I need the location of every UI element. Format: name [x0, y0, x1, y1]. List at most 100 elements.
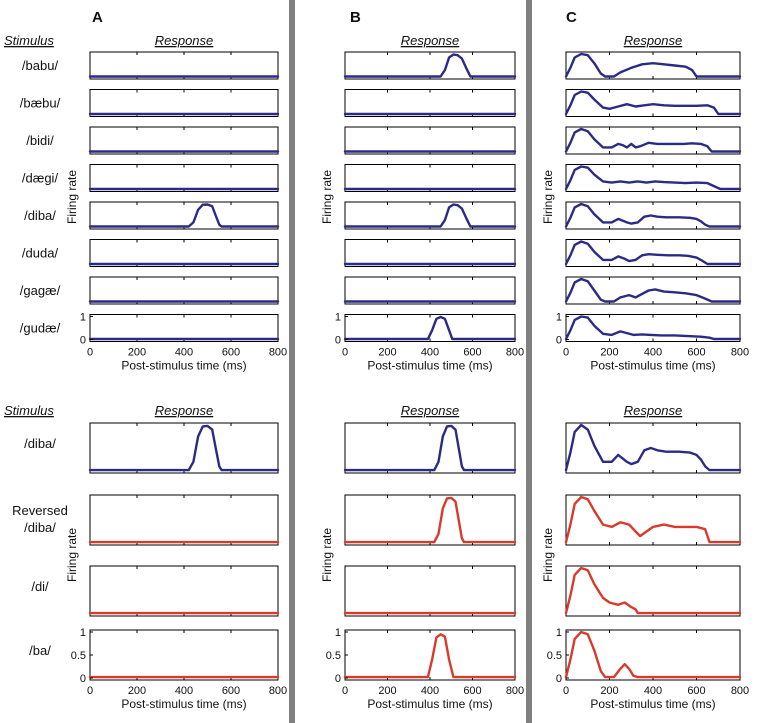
y-tick-label: 0 [335, 335, 341, 347]
plot-frame [89, 126, 279, 155]
stimulus-label-top: /duda/ [22, 246, 59, 261]
x-axis-label: Post-stimulus time (ms) [590, 697, 715, 711]
x-tick-label: 600 [463, 685, 481, 697]
x-tick-label: 200 [378, 685, 396, 697]
x-tick-label: 600 [222, 347, 240, 359]
response-curve [343, 315, 517, 341]
stimulus-label-bottom: /diba/ [24, 436, 56, 451]
x-tick-label: 200 [128, 347, 146, 359]
response-curve [564, 90, 742, 116]
bottom-plot-a [88, 494, 280, 546]
top-plot-a [88, 201, 280, 230]
y-tick-label: 0 [80, 335, 86, 347]
x-axis-label: Post-stimulus time (ms) [367, 359, 492, 373]
x-axis-label: Post-stimulus time (ms) [367, 697, 492, 711]
x-tick-label: 0 [87, 347, 93, 359]
response-curve [343, 496, 517, 544]
y-tick-label: 1 [80, 627, 86, 639]
x-tick-label: 400 [175, 685, 193, 697]
plot-frame [565, 239, 741, 267]
plot-frame [565, 164, 741, 192]
panel-label-c: C [566, 9, 577, 26]
x-tick-label: 400 [644, 347, 662, 359]
top-plot-b [343, 239, 517, 267]
response-curve [564, 630, 742, 679]
plot-frame [344, 494, 516, 546]
top-plot-b [343, 51, 517, 80]
x-tick-label: 800 [731, 685, 749, 697]
plot-frame [344, 314, 516, 342]
x-tick-label: 200 [128, 685, 146, 697]
x-tick-label: 0 [342, 347, 348, 359]
response-curve [88, 424, 280, 472]
firing-rate-label-bottom: Firing rate [65, 528, 79, 582]
y-tick-label: 0 [335, 673, 341, 685]
plot-frame [344, 126, 516, 155]
y-tick-label: 0 [556, 335, 562, 347]
top-plot-a [88, 276, 280, 305]
plot-frame [89, 314, 279, 342]
x-tick-label: 800 [269, 685, 287, 697]
plot-frame [344, 565, 516, 617]
plot-frame [565, 314, 741, 342]
response-curve [564, 165, 742, 191]
top-plot-a [88, 89, 280, 117]
top-plot-c: 0 1 0 200 400 600 800 Post-stimulus time (ms) [556, 312, 749, 373]
x-tick-label: 200 [378, 347, 396, 359]
top-plot-b [343, 126, 517, 155]
stimulus-header-bottom: Stimulus [4, 403, 54, 418]
x-axis-label: Post-stimulus time (ms) [121, 359, 246, 373]
plot-frame [344, 89, 516, 117]
plot-frame [89, 51, 279, 80]
response-curve [564, 202, 742, 228]
plot-frame [565, 126, 741, 155]
top-plot-b [343, 201, 517, 230]
top-plot-a [88, 164, 280, 192]
y-tick-label: 0.5 [326, 650, 341, 662]
x-tick-label: 800 [269, 347, 287, 359]
bottom-plot-b [343, 422, 517, 474]
stimulus-label-top: /diba/ [24, 208, 56, 223]
response-curve [564, 423, 742, 472]
top-plot-c [564, 164, 742, 192]
top-plot-c [564, 89, 742, 117]
bottom-plot-a: 0 0.5 1 0 200 400 600 800 Post-stimulus time (ms… [71, 627, 287, 711]
response-curve [564, 277, 742, 303]
response-curve [564, 495, 742, 544]
top-plot-c [564, 126, 742, 155]
firing-rate-label-top: Firing rate [65, 170, 79, 224]
firing-rate-label-bottom: Firing rate [541, 528, 555, 582]
response-curve [564, 127, 742, 153]
plot-frame [344, 422, 516, 474]
response-curve [564, 566, 742, 615]
x-tick-label: 800 [506, 347, 524, 359]
stimulus-header-top: Stimulus [4, 33, 54, 48]
x-tick-label: 400 [421, 347, 439, 359]
stimulus-label-top: /gudæ/ [20, 321, 61, 336]
bottom-plot-b [343, 565, 517, 617]
response-header-top-a: Response [155, 33, 214, 48]
top-plot-c [564, 276, 742, 305]
response-curve [343, 203, 517, 228]
y-tick-label: 0.5 [71, 650, 86, 662]
top-plot-a: 0 1 0 200 400 600 800 Post-stimulus time (ms) [80, 312, 287, 373]
response-curve [343, 424, 517, 472]
x-tick-label: 800 [506, 685, 524, 697]
bottom-plot-b [343, 494, 517, 546]
top-plot-a [88, 51, 280, 80]
response-header-bottom-a: Response [155, 403, 214, 418]
response-curve [88, 203, 280, 228]
bottom-plot-c [564, 494, 742, 546]
stimulus-label-top: /bidi/ [26, 133, 54, 148]
stimulus-label-bottom: /di/ [31, 579, 49, 594]
stimulus-label-top: /babu/ [22, 58, 59, 73]
response-header-top-b: Response [401, 33, 460, 48]
plot-frame [89, 239, 279, 267]
y-tick-label: 1 [556, 312, 562, 324]
response-header-bottom-c: Response [624, 403, 683, 418]
plot-frame [565, 51, 741, 80]
x-tick-label: 600 [687, 685, 705, 697]
top-plot-b [343, 276, 517, 305]
top-plot-c [564, 239, 742, 267]
x-tick-label: 200 [600, 347, 618, 359]
